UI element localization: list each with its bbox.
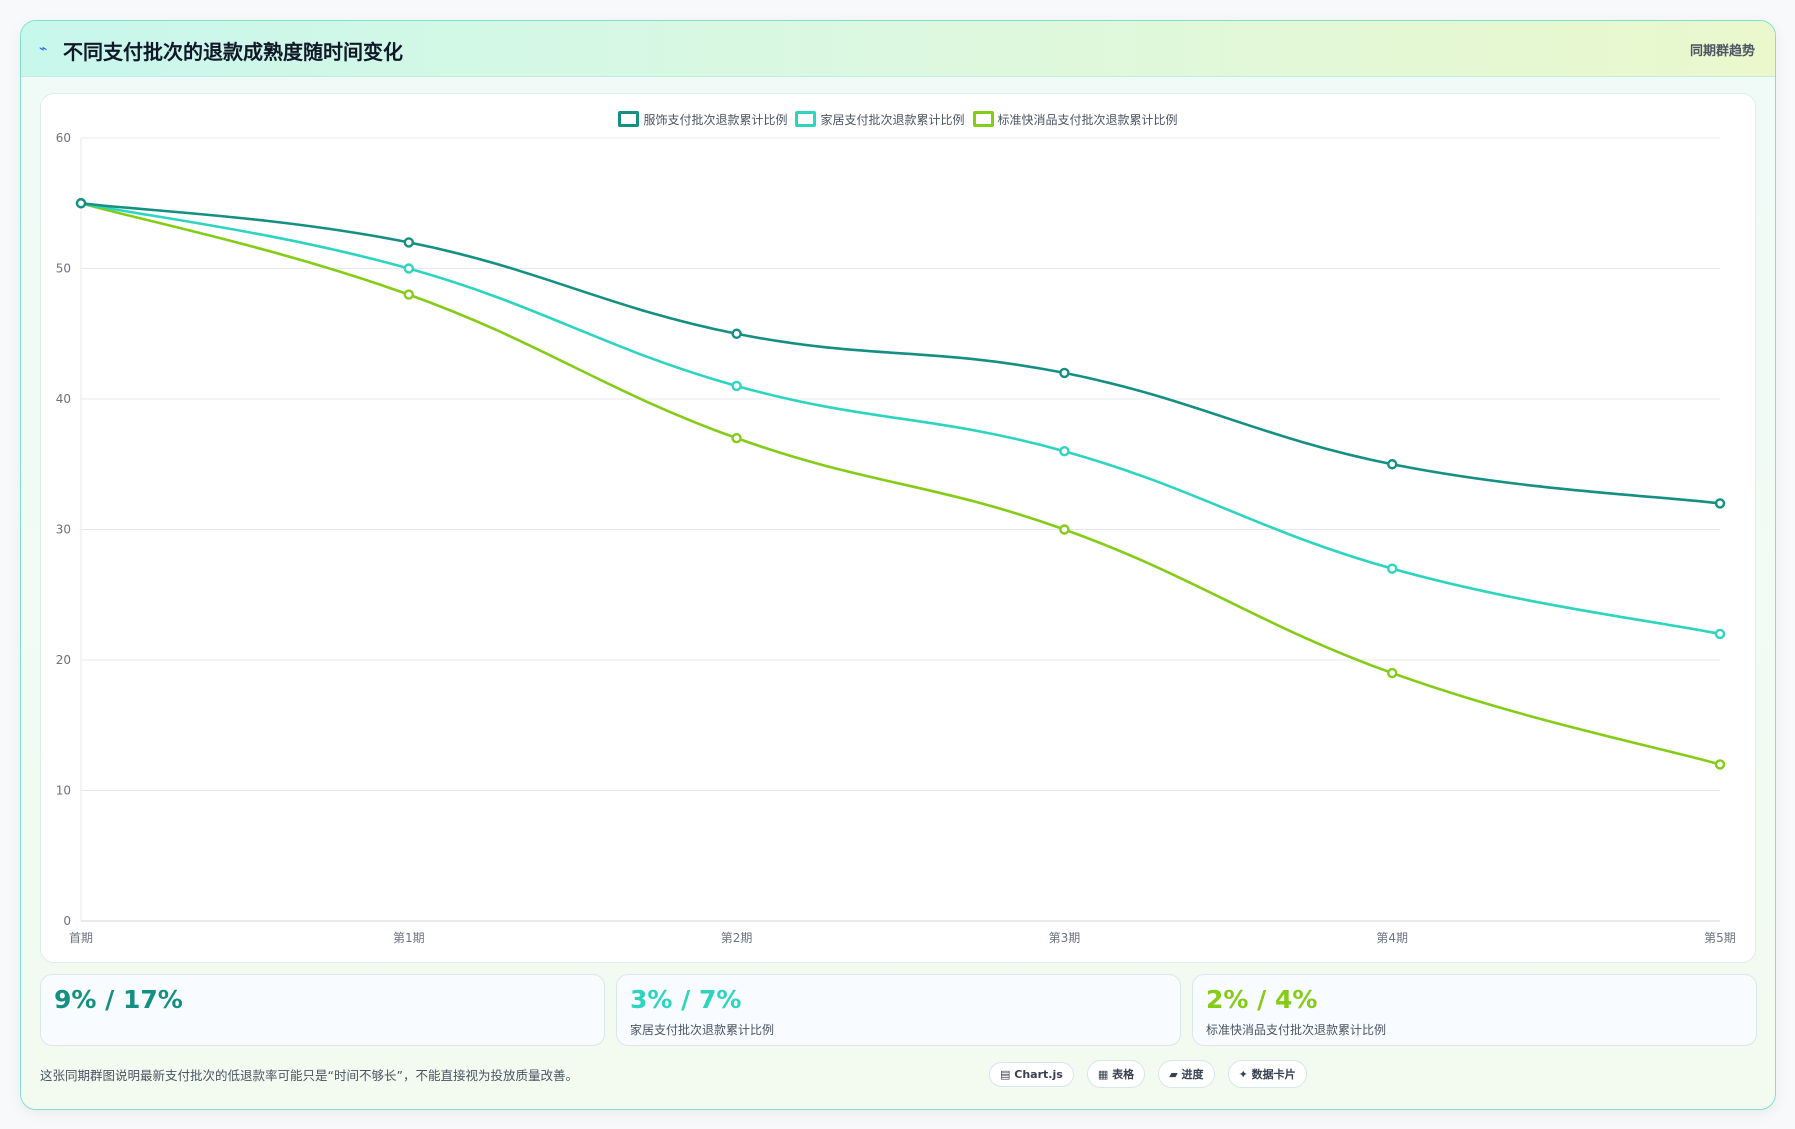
kpi-label: 家居支付批次退款累计比例 — [630, 1023, 775, 1037]
chip-table[interactable]: ▦ 表格 — [1086, 1060, 1146, 1088]
line-chart: 0 10 20 30 40 50 60 首期 第1期 第2期 第3期 第4期 第5期 — [56, 131, 1736, 945]
data-point — [1059, 367, 1070, 379]
y-tick-label: 50 — [56, 262, 71, 276]
chip-progress[interactable]: ▰ 进度 — [1158, 1060, 1215, 1088]
series-line — [80, 201, 1721, 505]
kpi-card-apparel: 9% / 17% — [40, 974, 605, 1046]
legend-label: 服饰支付批次退款累计比例 — [643, 113, 788, 127]
y-tick-label: 40 — [56, 392, 71, 406]
chip-row: ▤ Chart.js ▦ 表格 ▰ 进度 ✦ 数据卡片 — [989, 1060, 1315, 1088]
series-line — [80, 201, 1721, 766]
data-point — [75, 198, 87, 209]
y-tick-label: 10 — [56, 784, 71, 798]
legend-item[interactable]: 标准快消品支付批次退款累计比例 — [972, 111, 1178, 128]
data-point — [1386, 563, 1398, 574]
legend-item[interactable]: 家居支付批次退款累计比例 — [795, 111, 965, 128]
x-tick-label: 首期 — [69, 931, 93, 945]
x-tick-label: 第1期 — [393, 931, 425, 945]
chart-panel: 服饰支付批次退款累计比例 家居支付批次退款累计比例 标准快消品支付批次退款累计比例 … — [40, 93, 1756, 963]
data-point — [1059, 524, 1070, 535]
x-tick-label: 第2期 — [721, 931, 753, 945]
kpi-label: 标准快消品支付批次退款累计比例 — [1206, 1023, 1387, 1037]
data-point — [731, 380, 742, 392]
legend-label: 标准快消品支付批次退款累计比例 — [997, 113, 1178, 127]
chart-legend: 服饰支付批次退款累计比例 家居支付批次退款累计比例 标准快消品支付批次退款累计比例 — [41, 111, 1755, 128]
footnote: 这张同期群图说明最新支付批次的低退款率可能只是“时间不够长”，不能直接视为投放质… — [40, 1068, 578, 1083]
x-tick-label: 第4期 — [1376, 931, 1408, 945]
data-card-icon: ✦ — [1238, 1068, 1248, 1081]
chip-label: 数据卡片 — [1251, 1068, 1296, 1081]
x-tick-label: 第5期 — [1704, 931, 1736, 945]
card-header: ⌁ 不同支付批次的退款成熟度随时间变化 同期群趋势 — [21, 21, 1775, 77]
chart-title: 不同支付批次的退款成熟度随时间变化 — [63, 40, 403, 64]
legend-swatch — [795, 111, 817, 127]
chip-label: 进度 — [1181, 1068, 1204, 1081]
chart-subtitle: 同期群趋势 — [1689, 44, 1755, 59]
legend-item[interactable]: 服饰支付批次退款累计比例 — [618, 111, 787, 128]
kpi-value: 9% / 17% — [54, 985, 183, 1014]
kpi-card-home: 3% / 7% 家居支付批次退款累计比例 — [616, 974, 1181, 1046]
data-point — [1714, 498, 1726, 509]
legend-swatch — [618, 111, 640, 127]
table-icon: ▦ — [1097, 1068, 1109, 1081]
y-tick-label: 30 — [56, 523, 71, 537]
data-point — [1059, 446, 1070, 457]
chip-label: Chart.js — [1014, 1068, 1063, 1081]
data-point — [1714, 759, 1726, 770]
chip-label: 表格 — [1112, 1068, 1135, 1081]
trend-line-icon: ⌁ — [39, 41, 48, 57]
y-tick-label: 20 — [56, 653, 71, 667]
chip-chartjs[interactable]: ▤ Chart.js — [989, 1062, 1074, 1087]
series-line — [80, 201, 1721, 636]
data-point — [1386, 667, 1398, 679]
chip-data-card[interactable]: ✦ 数据卡片 — [1227, 1060, 1307, 1088]
data-point — [403, 263, 414, 274]
data-point — [731, 328, 742, 339]
legend-swatch — [972, 111, 994, 127]
y-tick-label: 0 — [63, 914, 71, 928]
legend-label: 家居支付批次退款累计比例 — [820, 113, 965, 127]
y-tick-label: 60 — [56, 131, 71, 145]
kpi-card-fmcg: 2% / 4% 标准快消品支付批次退款累计比例 — [1192, 974, 1757, 1046]
data-point — [731, 432, 742, 444]
data-point — [1386, 459, 1398, 470]
data-point — [1714, 628, 1726, 640]
data-point — [403, 289, 414, 300]
chart-icon: ▤ — [1000, 1068, 1011, 1081]
progress-icon: ▰ — [1169, 1068, 1178, 1081]
kpi-value: 2% / 4% — [1206, 985, 1318, 1014]
kpi-value: 3% / 7% — [630, 985, 742, 1014]
chart-card: ⌁ 不同支付批次的退款成熟度随时间变化 同期群趋势 服饰支付批次退款累计比例家居… — [20, 20, 1776, 1110]
data-point — [403, 237, 414, 248]
x-tick-label: 第3期 — [1049, 931, 1081, 945]
